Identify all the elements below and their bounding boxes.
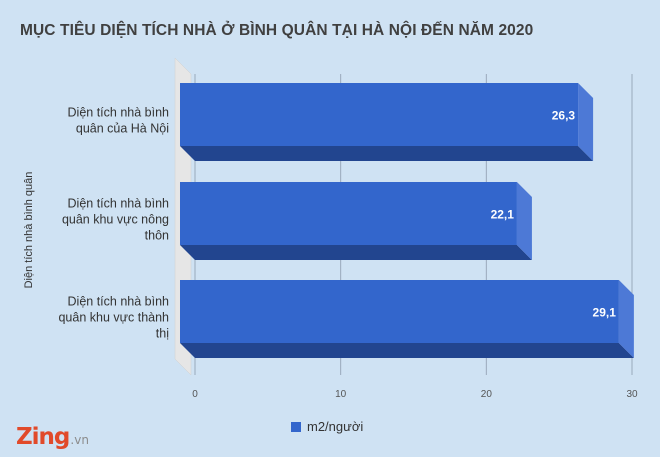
bar-value-label: 29,1 [593, 306, 617, 320]
bar [180, 83, 579, 146]
x-tick-labels: 0 10 20 30 [192, 389, 638, 400]
bar-value-label: 26,3 [552, 109, 576, 123]
y-axis-label: Diện tích nhà bình quân [23, 172, 35, 289]
x-tick-label: 10 [335, 389, 347, 400]
legend-swatch [291, 421, 301, 432]
bar-value-label: 22,1 [491, 208, 515, 222]
category-label: Diện tích nhà bình quân khu vực thành thị [58, 295, 169, 341]
logo-text: Zing [16, 424, 70, 450]
bar [180, 280, 619, 343]
legend-label: m2/người [307, 419, 364, 434]
category-label: Diện tích nhà bình quân khu vực nông thôn [62, 197, 169, 243]
x-tick-label: 20 [481, 389, 493, 400]
logo-suffix: .vn [70, 433, 89, 447]
bar [180, 182, 517, 245]
bar-side-face [578, 83, 594, 161]
zing-logo: Zing.vn [16, 424, 89, 450]
bar-bottom-face [180, 146, 594, 161]
legend: m2/người [291, 419, 363, 434]
chart-title: MỤC TIÊU DIỆN TÍCH NHÀ Ở BÌNH QUÂN TẠI H… [20, 22, 534, 39]
category-label: Diện tích nhà bình quân của Hà Nội [68, 106, 170, 136]
bars: 26,3 22,1 29,1 [180, 83, 634, 358]
bar-bottom-face [180, 343, 634, 358]
x-tick-label: 0 [192, 389, 198, 400]
bar-bottom-face [180, 245, 532, 260]
category-labels: Diện tích nhà bình quân của Hà Nội Diện tí… [58, 106, 169, 341]
bar-side-face [516, 182, 532, 260]
bar-side-face [618, 280, 634, 358]
x-tick-label: 30 [626, 389, 638, 400]
